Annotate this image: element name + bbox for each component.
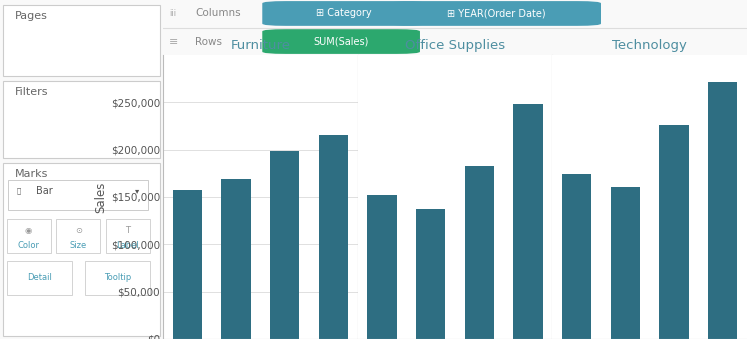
- Bar: [660, 125, 689, 339]
- Text: Pages: Pages: [15, 11, 48, 21]
- Bar: [562, 174, 592, 339]
- FancyBboxPatch shape: [7, 261, 72, 295]
- Bar: [416, 209, 445, 339]
- FancyBboxPatch shape: [391, 1, 601, 26]
- Text: ≡: ≡: [169, 37, 179, 47]
- Title: Furniture: Furniture: [230, 39, 291, 53]
- FancyBboxPatch shape: [262, 29, 420, 54]
- Text: Size: Size: [69, 241, 87, 250]
- Bar: [368, 195, 397, 339]
- FancyBboxPatch shape: [3, 81, 160, 158]
- Title: Technology: Technology: [613, 39, 687, 53]
- Text: Rows: Rows: [195, 37, 222, 47]
- FancyBboxPatch shape: [3, 163, 160, 336]
- Y-axis label: Sales: Sales: [94, 181, 107, 213]
- Bar: [270, 151, 300, 339]
- Bar: [465, 166, 494, 339]
- FancyBboxPatch shape: [3, 5, 160, 76]
- Bar: [319, 136, 348, 339]
- Title: Office Supplies: Office Supplies: [405, 39, 505, 53]
- Text: iii: iii: [169, 9, 176, 18]
- Bar: [221, 179, 250, 339]
- Text: Detail: Detail: [27, 274, 52, 282]
- FancyBboxPatch shape: [56, 219, 100, 253]
- Text: ⬛: ⬛: [16, 187, 21, 194]
- Text: Label: Label: [117, 241, 140, 250]
- Text: ⊞ Category: ⊞ Category: [316, 8, 372, 18]
- Text: Color: Color: [17, 241, 40, 250]
- Text: SUM(Sales): SUM(Sales): [314, 37, 369, 46]
- FancyBboxPatch shape: [8, 180, 149, 210]
- Text: ▾: ▾: [134, 186, 139, 195]
- FancyBboxPatch shape: [106, 219, 150, 253]
- Bar: [173, 190, 202, 339]
- FancyBboxPatch shape: [84, 261, 150, 295]
- Text: Filters: Filters: [15, 87, 48, 97]
- Text: Columns: Columns: [195, 8, 241, 18]
- Text: Marks: Marks: [15, 169, 48, 179]
- Text: ⊙: ⊙: [75, 226, 81, 235]
- Text: Tooltip: Tooltip: [104, 274, 131, 282]
- Text: T: T: [125, 226, 131, 235]
- Text: ◉: ◉: [25, 226, 32, 235]
- Text: Bar: Bar: [36, 185, 52, 196]
- FancyBboxPatch shape: [262, 1, 426, 26]
- Text: ⊞ YEAR(Order Date): ⊞ YEAR(Order Date): [447, 8, 545, 18]
- FancyBboxPatch shape: [7, 219, 51, 253]
- Bar: [708, 82, 737, 339]
- Bar: [513, 104, 542, 339]
- Bar: [611, 186, 640, 339]
